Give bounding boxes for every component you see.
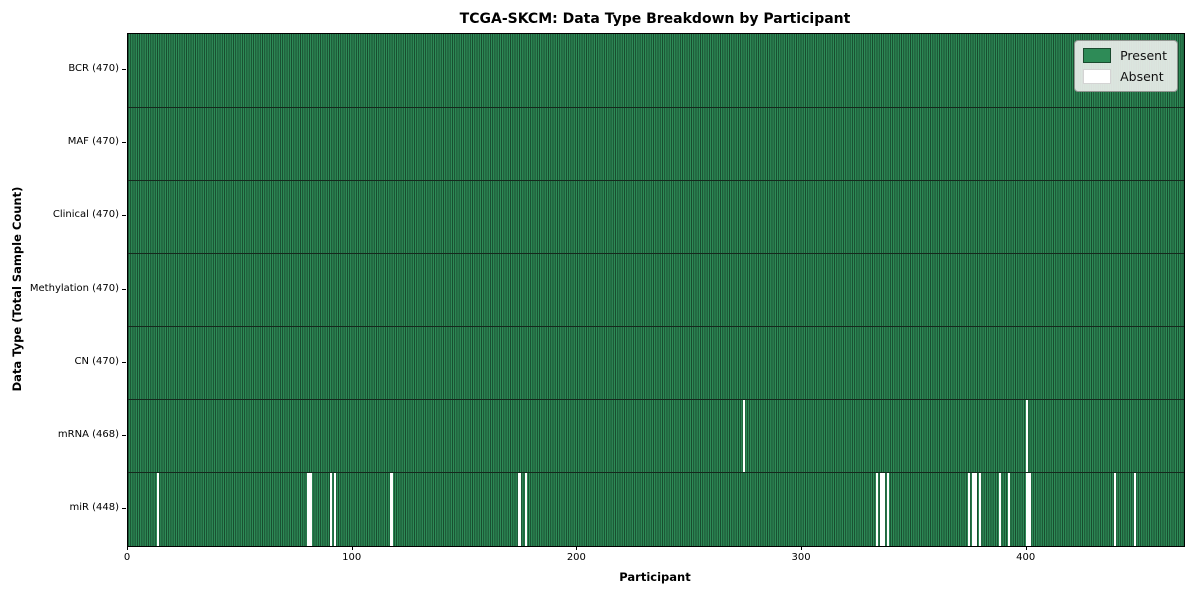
plot-area: Present Absent bbox=[127, 33, 1185, 547]
absent-marker bbox=[307, 472, 310, 546]
y-tick-mark bbox=[122, 215, 126, 217]
row-band-mrna bbox=[128, 399, 1184, 473]
absent-marker bbox=[1028, 472, 1031, 546]
row-border bbox=[128, 326, 1184, 328]
row-band-clinical bbox=[128, 180, 1184, 254]
absent-marker bbox=[978, 472, 982, 546]
row-band-maf bbox=[128, 107, 1184, 181]
absent-marker bbox=[518, 472, 521, 546]
legend-entry-absent: Absent bbox=[1083, 69, 1167, 84]
x-tick-mark bbox=[1025, 546, 1027, 550]
row-border bbox=[128, 106, 1184, 108]
absent-marker bbox=[1008, 472, 1011, 546]
absent-marker bbox=[743, 399, 746, 473]
x-axis-label: Participant bbox=[619, 570, 691, 584]
row-band-mir bbox=[128, 472, 1184, 546]
absent-marker bbox=[974, 472, 977, 546]
x-tick-mark bbox=[127, 546, 128, 550]
y-tick-label: Methylation (470) bbox=[29, 282, 119, 294]
absent-marker bbox=[886, 472, 890, 546]
y-tick-mark bbox=[122, 507, 126, 509]
row-border bbox=[128, 252, 1184, 254]
y-tick-label: CN (470) bbox=[74, 355, 119, 367]
absent-marker bbox=[972, 472, 975, 546]
x-tick-mark bbox=[576, 546, 578, 550]
legend: Present Absent bbox=[1074, 40, 1178, 92]
absent-marker bbox=[967, 472, 970, 546]
absent-marker bbox=[390, 472, 393, 546]
y-tick-mark bbox=[122, 434, 126, 436]
y-tick-label: miR (448) bbox=[69, 501, 119, 513]
y-tick-mark bbox=[122, 69, 126, 71]
absent-marker bbox=[1133, 472, 1137, 546]
absent-marker bbox=[1026, 472, 1029, 546]
row-border bbox=[128, 399, 1184, 401]
row-band-bcr bbox=[128, 34, 1184, 108]
row-band-methylation bbox=[128, 253, 1184, 327]
chart-title: TCGA-SKCM: Data Type Breakdown by Partic… bbox=[459, 11, 851, 27]
y-tick-mark bbox=[122, 142, 126, 144]
absent-marker bbox=[882, 472, 885, 546]
legend-label: Present bbox=[1120, 48, 1167, 63]
absent-marker bbox=[329, 472, 332, 546]
y-tick-label: MAF (470) bbox=[67, 136, 119, 148]
absent-marker bbox=[999, 472, 1002, 546]
x-tick-mark bbox=[351, 546, 353, 550]
legend-swatch-absent bbox=[1083, 69, 1112, 84]
y-tick-label: BCR (470) bbox=[68, 63, 119, 75]
absent-marker bbox=[525, 472, 528, 546]
absent-marker bbox=[875, 472, 878, 546]
row-band-cn bbox=[128, 326, 1184, 400]
y-tick-label: mRNA (468) bbox=[57, 428, 119, 440]
y-tick-mark bbox=[122, 288, 126, 290]
y-tick-mark bbox=[122, 361, 126, 363]
absent-marker bbox=[880, 472, 883, 546]
x-tick-label: 200 bbox=[566, 552, 586, 563]
absent-marker bbox=[334, 472, 337, 546]
x-tick-label: 100 bbox=[342, 552, 362, 563]
legend-entry-present: Present bbox=[1083, 48, 1167, 63]
row-border bbox=[128, 179, 1184, 181]
legend-label: Absent bbox=[1120, 69, 1164, 84]
absent-marker bbox=[1026, 399, 1029, 473]
x-tick-label: 400 bbox=[1016, 552, 1036, 563]
absent-marker bbox=[309, 472, 312, 546]
y-tick-label: Clinical (470) bbox=[52, 209, 119, 221]
x-tick-label: 0 bbox=[123, 552, 131, 563]
absent-marker bbox=[156, 472, 159, 546]
row-border bbox=[128, 472, 1184, 474]
x-tick-label: 300 bbox=[791, 552, 811, 563]
legend-swatch-present bbox=[1083, 48, 1112, 63]
x-tick-mark bbox=[801, 546, 803, 550]
absent-marker bbox=[1113, 472, 1116, 546]
